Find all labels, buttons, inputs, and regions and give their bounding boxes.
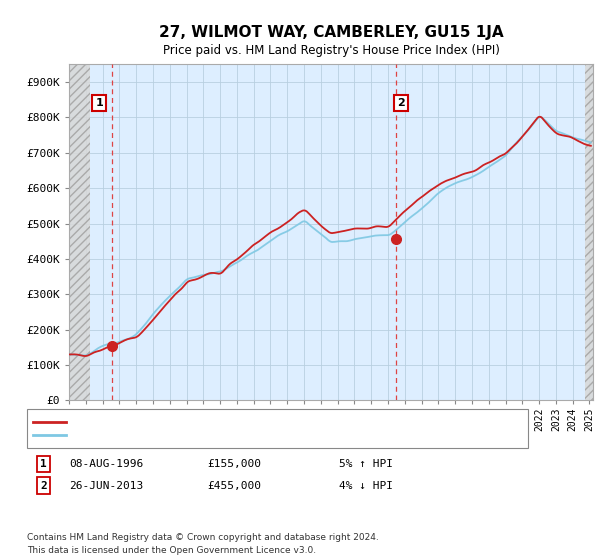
Text: 27, WILMOT WAY, CAMBERLEY, GU15 1JA: 27, WILMOT WAY, CAMBERLEY, GU15 1JA <box>159 25 503 40</box>
Text: 1: 1 <box>95 99 103 108</box>
Bar <box>69 64 90 400</box>
Bar <box>585 64 593 400</box>
Text: 26-JUN-2013: 26-JUN-2013 <box>69 480 143 491</box>
Text: Contains HM Land Registry data © Crown copyright and database right 2024.
This d: Contains HM Land Registry data © Crown c… <box>27 533 379 554</box>
Text: Price paid vs. HM Land Registry's House Price Index (HPI): Price paid vs. HM Land Registry's House … <box>163 44 500 57</box>
Text: 1: 1 <box>40 459 47 469</box>
Text: 27, WILMOT WAY, CAMBERLEY, GU15 1JA (detached house): 27, WILMOT WAY, CAMBERLEY, GU15 1JA (det… <box>70 417 393 427</box>
Text: 2: 2 <box>40 480 47 491</box>
Text: HPI: Average price, detached house, Surrey Heath: HPI: Average price, detached house, Surr… <box>70 430 344 440</box>
Text: 2: 2 <box>398 99 405 108</box>
Bar <box>69 64 90 400</box>
Text: 4% ↓ HPI: 4% ↓ HPI <box>339 480 393 491</box>
Text: £455,000: £455,000 <box>207 480 261 491</box>
Bar <box>585 64 593 400</box>
Text: 08-AUG-1996: 08-AUG-1996 <box>69 459 143 469</box>
Text: £155,000: £155,000 <box>207 459 261 469</box>
Text: 5% ↑ HPI: 5% ↑ HPI <box>339 459 393 469</box>
